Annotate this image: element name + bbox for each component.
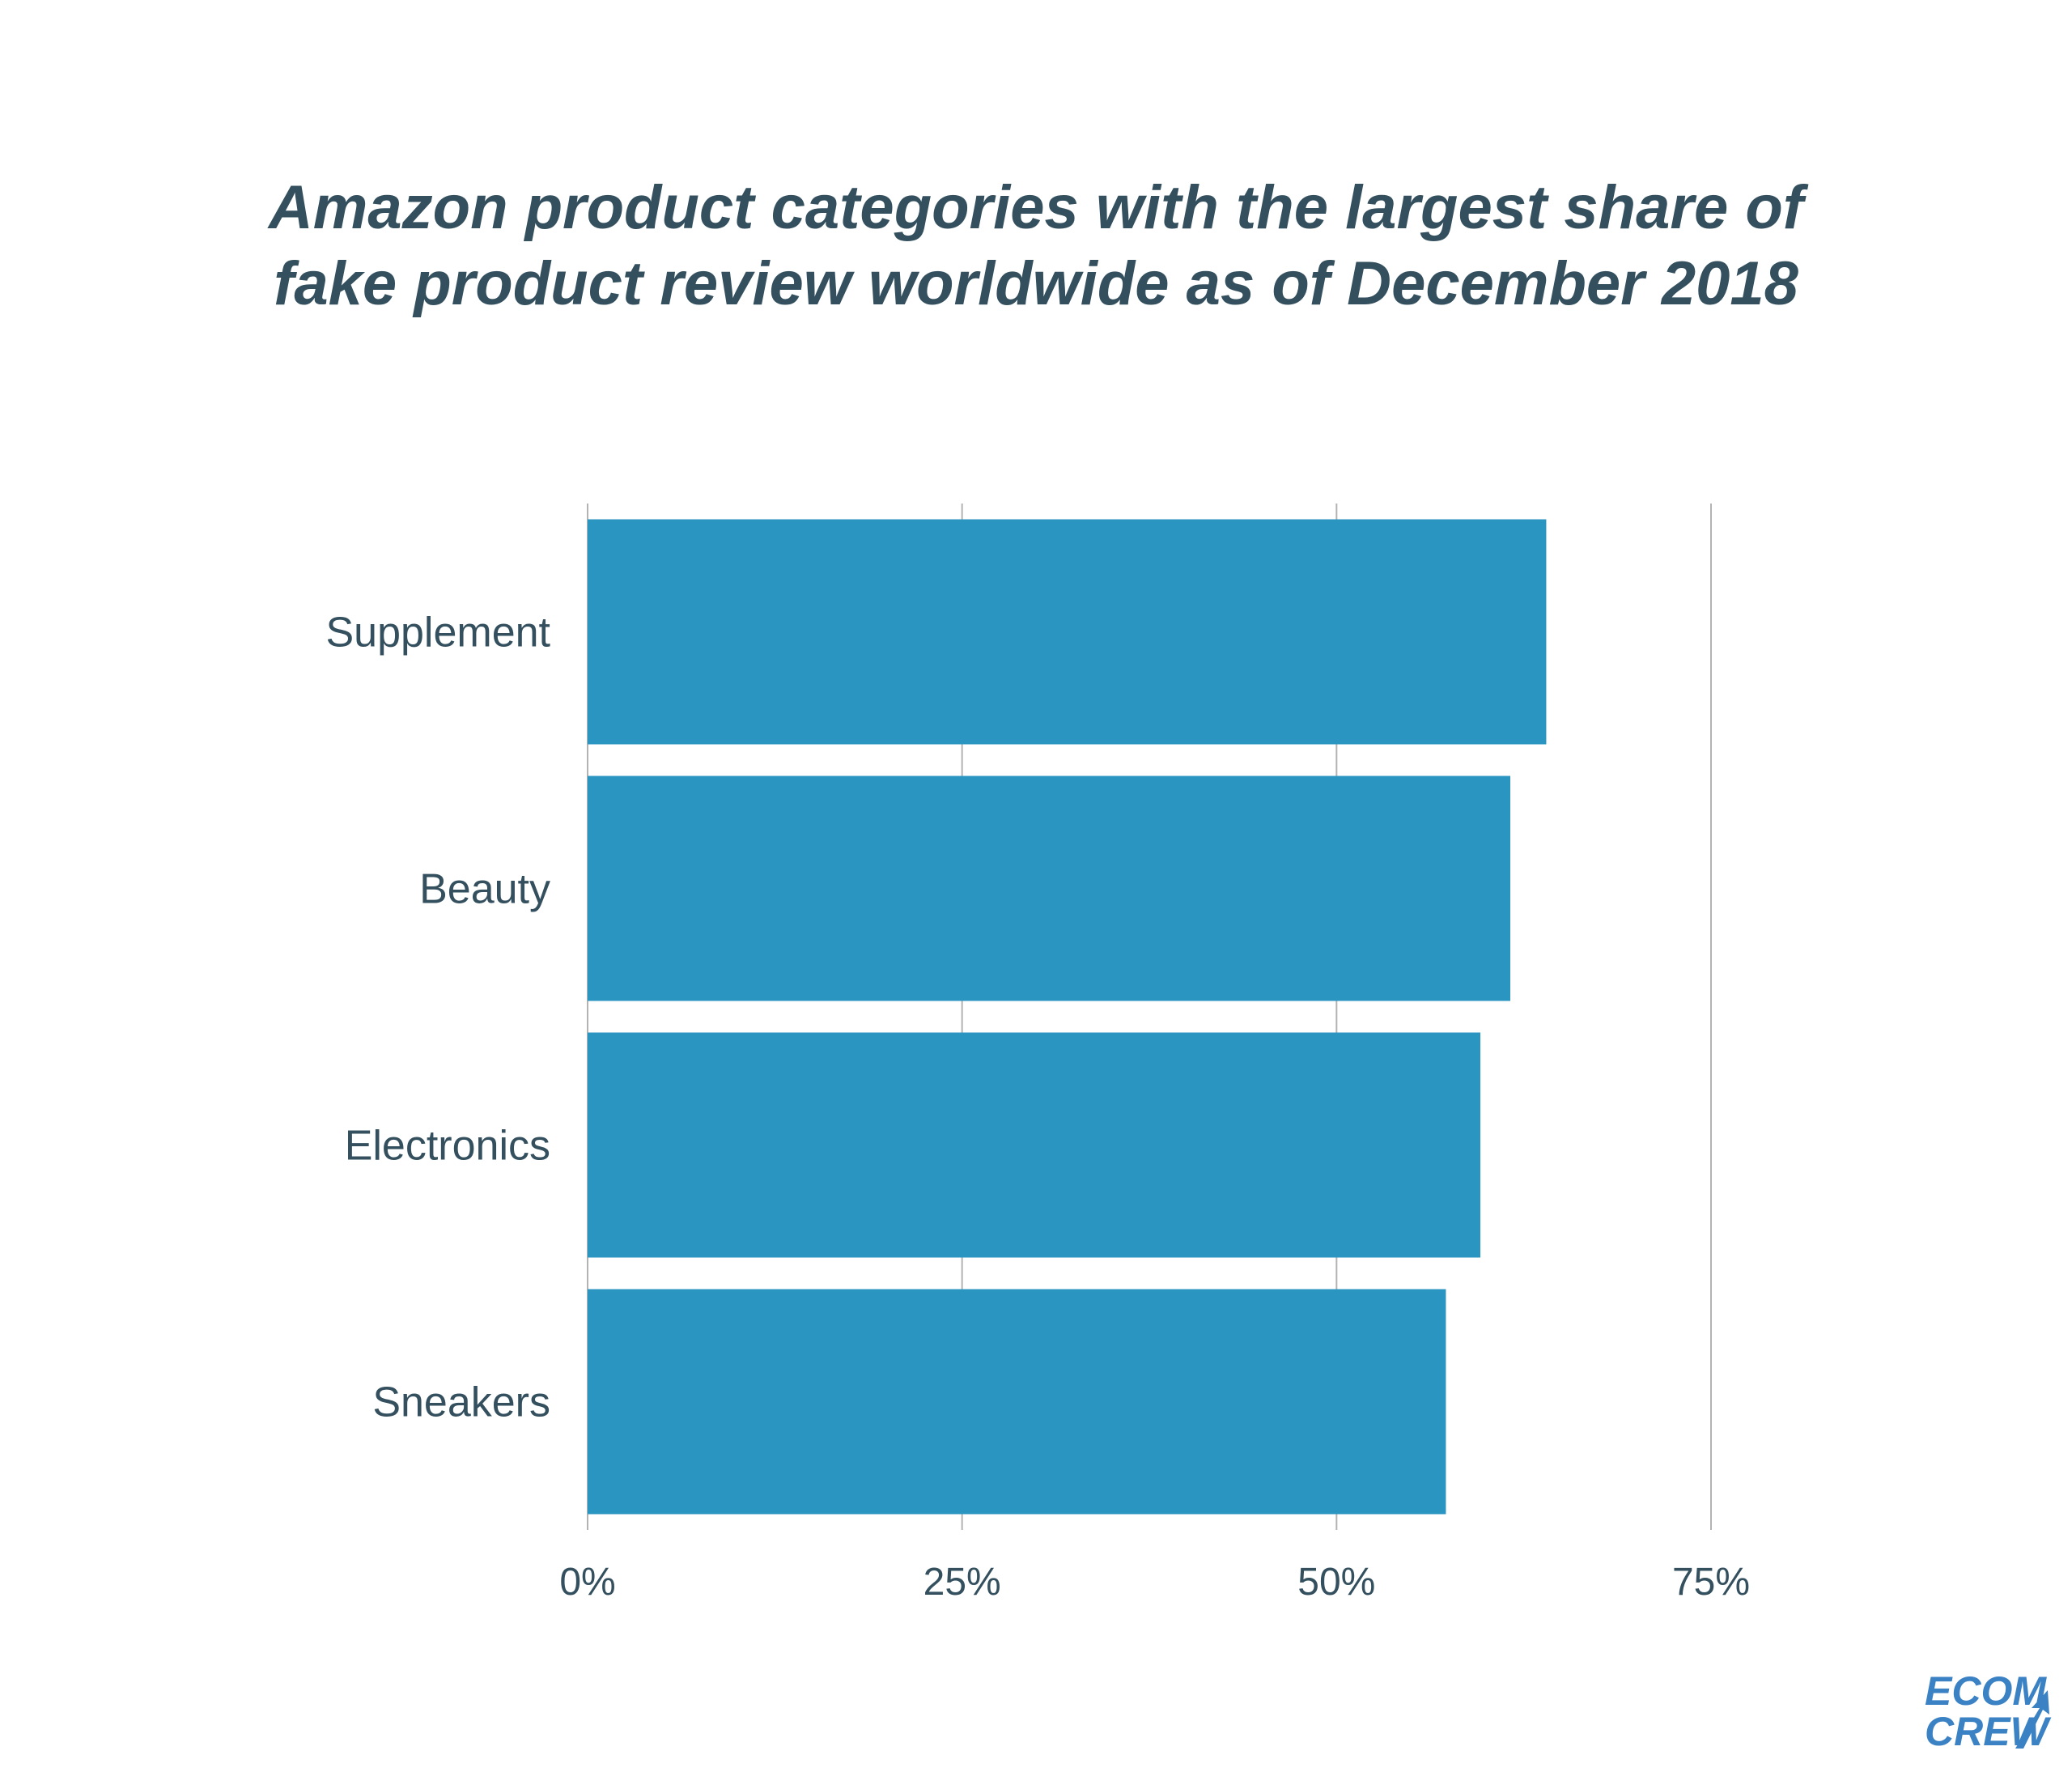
bar-beauty (588, 776, 1511, 1001)
bars (588, 519, 1547, 1515)
x-tick-label: 0% (559, 1561, 615, 1604)
logo-text-line-1: ECOM (1925, 1668, 2047, 1714)
x-tick-label: 50% (1297, 1561, 1375, 1604)
category-label-supplement: Supplement (325, 610, 550, 657)
chart-title-line-2: fake product review worldwide as of Dece… (274, 249, 1798, 318)
category-label-electronics: Electronics (345, 1123, 550, 1170)
x-axis-tick-labels: 0% 25% 50% 75% (559, 1561, 1750, 1604)
category-labels: Supplement Beauty Electronics Sneakers (325, 610, 550, 1426)
ecom-crew-logo: ECOM CREW (1925, 1668, 2052, 1754)
logo-arrow-icon (2015, 1690, 2049, 1749)
bar-sneakers (588, 1289, 1446, 1515)
bar-electronics (588, 1032, 1480, 1258)
x-tick-label: 25% (923, 1561, 1001, 1604)
bar-supplement (588, 519, 1547, 745)
category-label-sneakers: Sneakers (372, 1379, 550, 1426)
chart-title-line-1: Amazon product categories with the large… (268, 173, 1804, 242)
x-tick-label: 75% (1672, 1561, 1750, 1604)
logo-text-line-2: CREW (1925, 1709, 2052, 1754)
category-label-beauty: Beauty (419, 866, 550, 913)
chart-title: Amazon product categories with the large… (0, 170, 2072, 322)
